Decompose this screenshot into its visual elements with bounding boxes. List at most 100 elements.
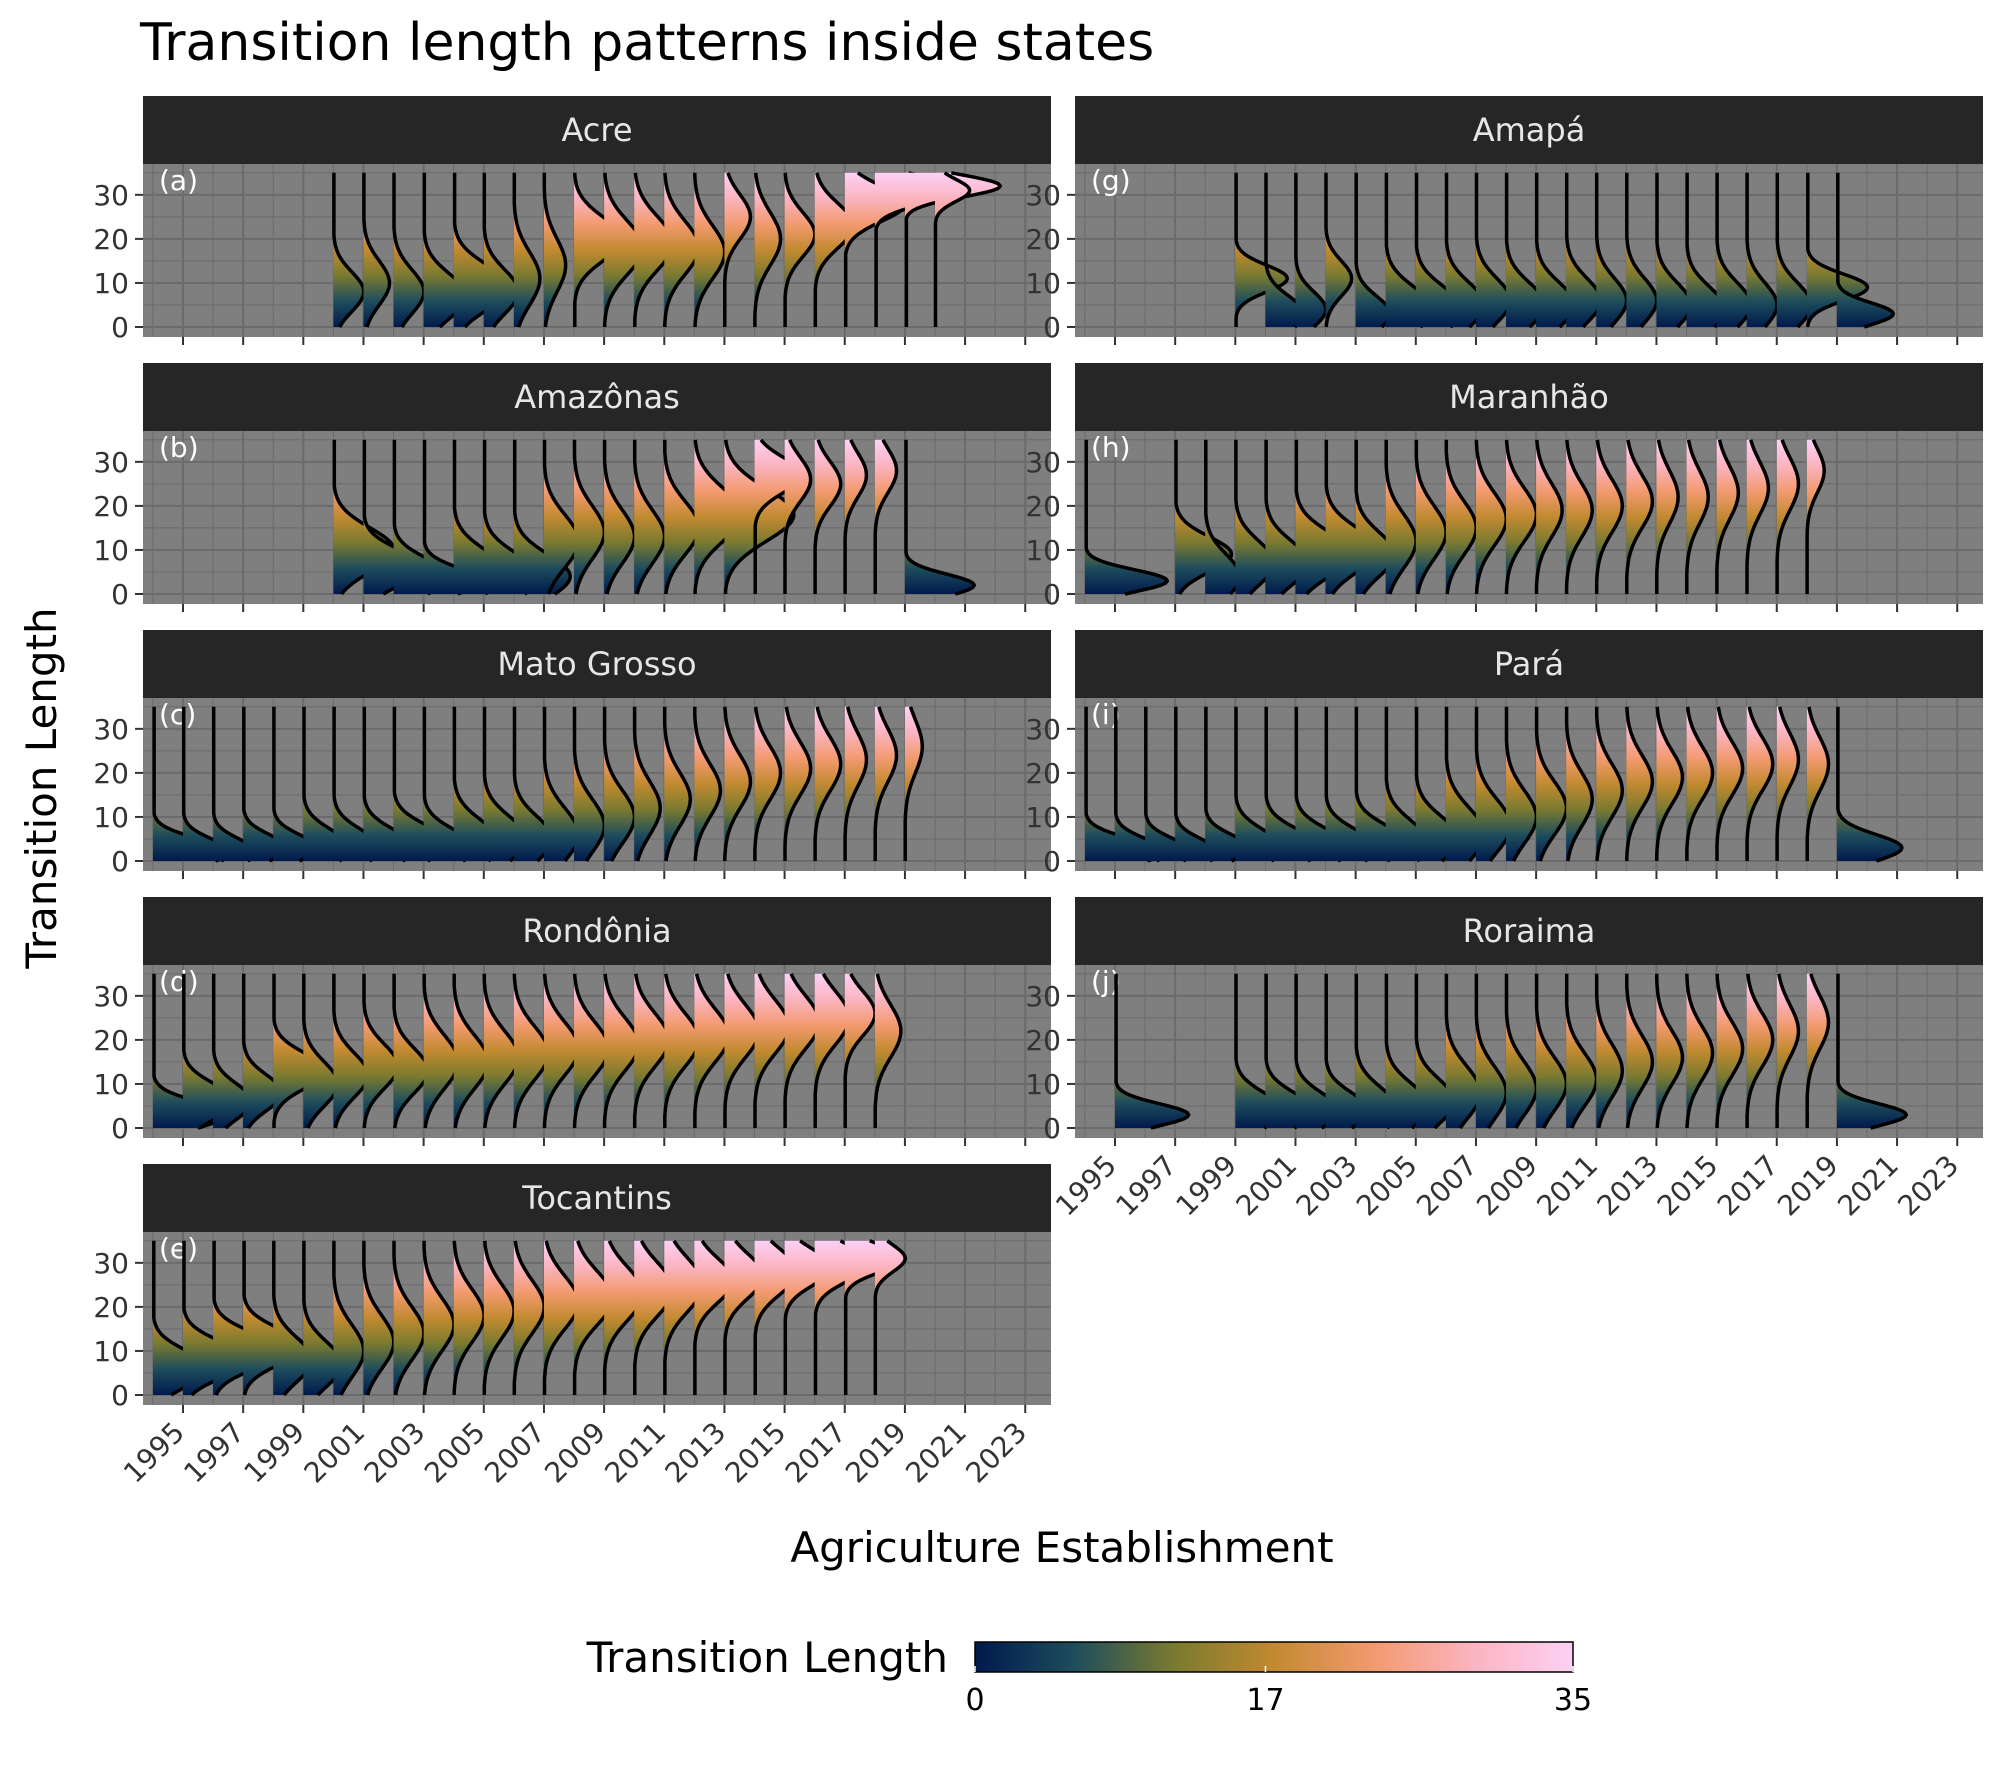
ridge-line-2011 — [1594, 439, 1625, 594]
ridge-fill-2000 — [1265, 172, 1305, 327]
colorbar — [974, 1641, 1574, 1673]
y-tick-label: 0 — [1043, 311, 1061, 344]
ridge-line-1998 — [272, 706, 319, 863]
ridge-fill-2002 — [1325, 973, 1369, 1128]
ridge-fill-2015 — [784, 172, 815, 327]
facet-panel-rondnia: Rondônia 0 10 20 30 (d) — [93, 897, 1051, 1146]
ridge-fill-2006 — [513, 439, 571, 594]
ridge-line-2009 — [1534, 706, 1569, 862]
facet-strip-label: Rondônia — [522, 912, 671, 950]
ridge-fill-2005 — [1415, 172, 1464, 327]
facet-strip — [143, 630, 1051, 698]
chart-title: Transition length patterns inside states — [139, 13, 1154, 73]
ridge-fill-2010 — [1566, 439, 1593, 594]
ridge-line-2009 — [1534, 439, 1564, 594]
ridge-fill-2019 — [1836, 706, 1902, 861]
ridge-fill-2010 — [634, 973, 669, 1128]
y-tick-label: 20 — [93, 1024, 129, 1057]
facet-strip — [1075, 897, 1983, 965]
x-tick-label: 1997 — [1109, 1149, 1183, 1223]
x-axis-title: Agriculture Establishment — [790, 1523, 1333, 1572]
ridges — [1084, 439, 1826, 596]
ridge-line-1999 — [302, 973, 340, 1129]
x-tick-label: 2007 — [1410, 1149, 1484, 1223]
ridge-line-2000 — [332, 172, 366, 328]
ridge-fill-2001 — [363, 1240, 394, 1395]
ridge-line-2008 — [1504, 973, 1539, 1129]
ridge-line-2019 — [1836, 973, 1909, 1130]
ridge-line-2016 — [1745, 439, 1771, 594]
facet-strip — [143, 96, 1051, 164]
y-tick-label: 30 — [93, 713, 129, 746]
ridge-fill-2007 — [1475, 172, 1511, 327]
ridge-line-2006 — [512, 1240, 546, 1395]
x-tick-label: 2005 — [418, 1416, 492, 1490]
ridge-line-2014 — [753, 172, 783, 327]
y-tick-label: 10 — [1025, 534, 1061, 567]
x-tick-label: 2001 — [1230, 1149, 1304, 1223]
x-tick-label: 1997 — [177, 1416, 251, 1490]
ridge-fill-1997 — [243, 973, 283, 1128]
ridge-line-2017 — [1775, 439, 1801, 594]
ridges — [152, 1239, 908, 1397]
ridge-line-2009 — [602, 1240, 645, 1395]
x-tick-label: 2003 — [1290, 1149, 1364, 1223]
facet-strip-label: Roraima — [1463, 912, 1596, 950]
ridge-line-2002 — [392, 172, 426, 328]
x-tick-label: 2003 — [358, 1416, 432, 1490]
ridge-line-1997 — [1174, 706, 1221, 863]
ridge-fill-2015 — [1716, 439, 1739, 594]
ridge-line-2008 — [572, 439, 607, 595]
ridge-line-2020 — [933, 171, 972, 327]
ridge-fill-2017 — [1776, 439, 1799, 594]
ridge-fill-2018 — [1806, 172, 1868, 327]
ridge-fill-1994 — [1084, 706, 1163, 861]
ridge-fill-2013 — [1656, 706, 1683, 861]
ridge-line-2014 — [1685, 439, 1710, 594]
ridge-line-1999 — [1234, 172, 1290, 327]
y-tick-label: 30 — [1025, 980, 1061, 1013]
ridge-fill-2013 — [724, 1240, 764, 1395]
panel-tag: (g) — [1091, 164, 1131, 197]
ridge-fill-2019 — [904, 439, 975, 594]
facet-strip-label: Mato Grosso — [497, 645, 696, 683]
y-tick-label: 20 — [93, 1291, 129, 1324]
facet-panels: Acre 0 10 20 30 (a) Amapá 0 10 20 30 (g) Amazônas 0 10… — [93, 96, 1983, 1489]
ridge-fill-2014 — [1686, 172, 1726, 327]
ridge-fill-2004 — [1385, 172, 1434, 327]
ridge-fill-2000 — [333, 1240, 364, 1395]
ridge-fill-1999 — [303, 706, 351, 861]
ridge-fill-1995 — [183, 706, 231, 861]
facet-panel-amaznas: Amazônas 0 10 20 30 (b) — [93, 363, 1051, 612]
y-tick-label: 20 — [93, 757, 129, 790]
ridge-fill-2003 — [1355, 706, 1408, 861]
ridge-fill-2000 — [1265, 973, 1314, 1128]
ridge-line-2010 — [633, 1240, 675, 1395]
ridge-line-2018 — [873, 706, 899, 861]
ridge-fill-2017 — [844, 439, 867, 594]
ridge-fill-2008 — [1506, 973, 1537, 1128]
ridge-fill-1998 — [1205, 439, 1240, 594]
facet-strip — [143, 363, 1051, 431]
ridges — [152, 706, 925, 863]
facet-strip-label: Pará — [1494, 645, 1564, 683]
ridge-line-2002 — [392, 973, 430, 1129]
ridge-fill-2014 — [754, 172, 781, 327]
ridges — [1084, 706, 1904, 863]
ridge-fill-2011 — [1596, 706, 1623, 861]
x-tick-label: 2021 — [1831, 1149, 1905, 1223]
facet-strip — [143, 897, 1051, 965]
ridge-line-2015 — [783, 706, 813, 861]
ridge-fill-2005 — [483, 439, 541, 594]
ridge-line-2008 — [572, 1240, 615, 1395]
ridge-line-2000 — [332, 1240, 366, 1396]
x-tick-label: 2013 — [1591, 1149, 1665, 1223]
ridge-fill-2001 — [1295, 172, 1326, 327]
y-tick-label: 20 — [1025, 490, 1061, 523]
ridge-line-2015 — [1715, 973, 1745, 1128]
ridge-line-2016 — [1745, 172, 1779, 329]
ridge-fill-2002 — [393, 706, 450, 861]
ridge-line-2014 — [753, 973, 791, 1128]
ridge-line-2001 — [1294, 172, 1328, 329]
ridge-fill-2007 — [543, 439, 579, 594]
